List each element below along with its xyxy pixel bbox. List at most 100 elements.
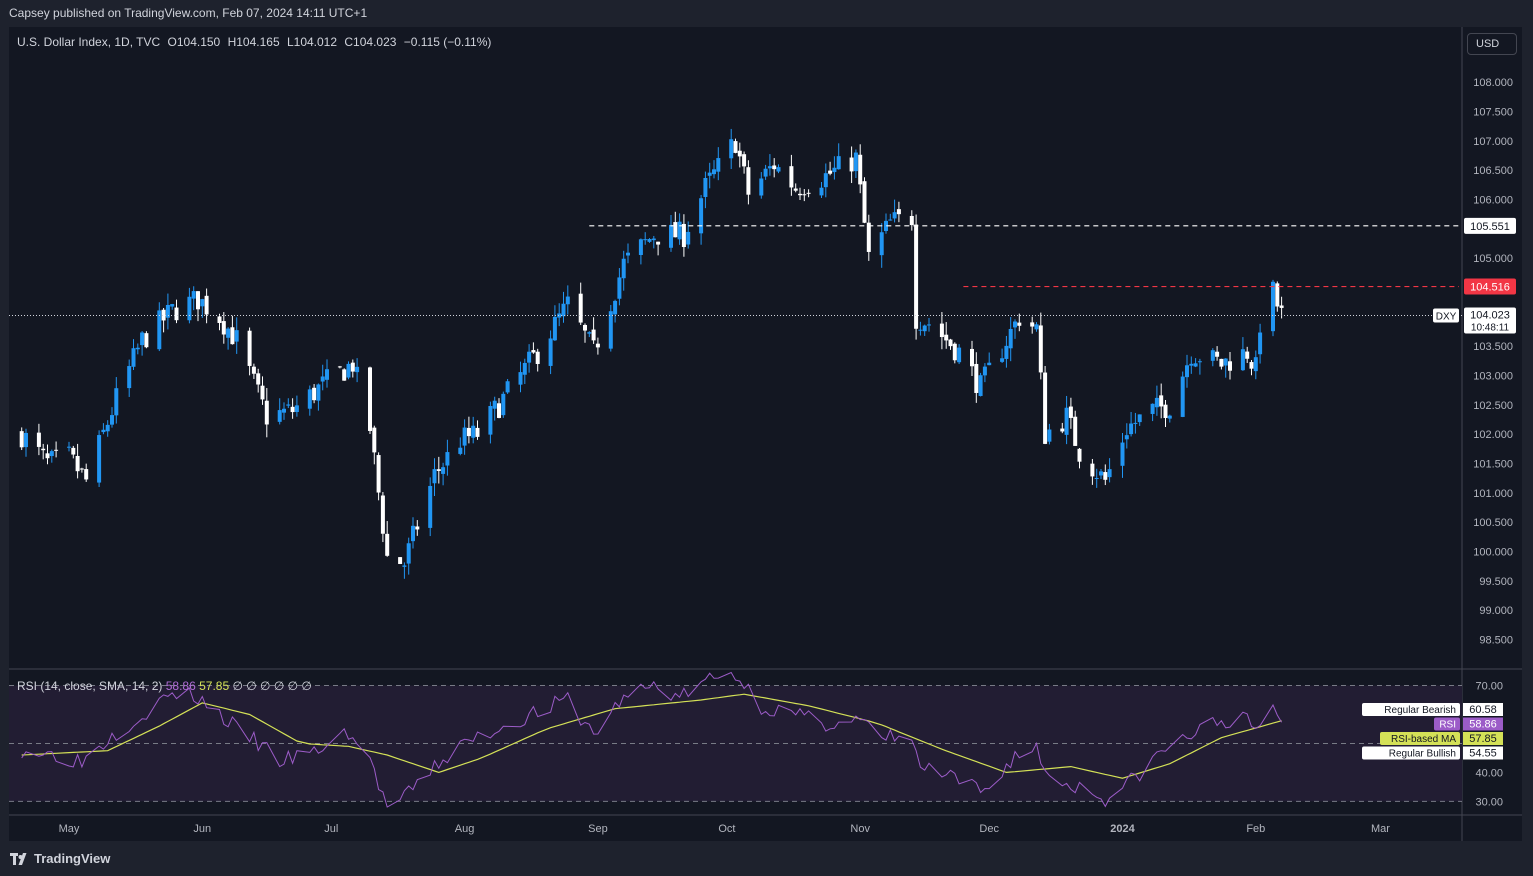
candle <box>789 154 794 196</box>
candle <box>1154 385 1159 416</box>
rsi-value: 58.86 <box>165 679 196 693</box>
candle-body <box>105 424 110 432</box>
candle-body <box>733 141 738 153</box>
candle-body <box>350 362 355 372</box>
candle <box>234 317 239 354</box>
footer-brand[interactable]: TradingView <box>10 851 110 866</box>
candle <box>677 213 682 245</box>
candle-body <box>1060 428 1065 432</box>
candle <box>987 352 992 366</box>
candle-body <box>1073 416 1078 446</box>
candle <box>127 359 132 397</box>
candle-body <box>737 150 742 157</box>
candle-body <box>144 333 149 348</box>
candle <box>944 322 949 349</box>
candle <box>806 189 811 198</box>
candle <box>591 317 596 344</box>
candle <box>282 402 286 420</box>
candle-body <box>19 431 24 448</box>
time-axis-tick: Feb <box>1246 823 1265 835</box>
candle <box>978 372 983 397</box>
candle <box>587 331 592 338</box>
chart-canvas[interactable]: 108.000 107.500 107.000 106.500 106.000 105.0… <box>9 27 1522 841</box>
candle <box>535 348 540 372</box>
candle <box>54 441 59 458</box>
candle-body <box>157 310 162 350</box>
rsi-title[interactable]: RSI (14, close, SMA, 14, 2) <box>17 679 163 693</box>
candle-body <box>1004 345 1009 359</box>
time-axis-tick: Sep <box>588 823 608 835</box>
candle-body <box>819 187 824 196</box>
candle <box>256 368 261 393</box>
candle <box>19 427 24 451</box>
candle <box>896 201 901 223</box>
candle <box>230 315 235 345</box>
candle <box>1228 351 1232 380</box>
candle <box>638 238 643 265</box>
candle-body <box>445 452 450 466</box>
candle <box>716 147 721 181</box>
symbol-title[interactable]: U.S. Dollar Index, 1D, TVC <box>17 35 161 49</box>
last-price-label: 104.023 <box>1470 309 1510 321</box>
candle <box>140 331 145 356</box>
candle <box>200 298 205 318</box>
candle <box>578 282 583 325</box>
candle-body <box>368 367 372 431</box>
candle-body <box>617 277 622 299</box>
candle-body <box>535 351 540 364</box>
candle <box>1034 322 1039 332</box>
candle <box>707 162 712 189</box>
footer-brand-label: TradingView <box>34 851 111 866</box>
candle <box>325 359 329 388</box>
candle-body <box>987 362 992 366</box>
candle <box>247 327 252 376</box>
rsi-line <box>21 671 1283 808</box>
chart-frame[interactable]: 108.000 107.500 107.000 106.500 106.000 105.0… <box>9 27 1522 841</box>
candle <box>518 361 523 393</box>
candle-body <box>110 415 114 425</box>
candle-body <box>114 388 119 416</box>
candle <box>862 177 867 224</box>
candle <box>948 338 953 350</box>
candle-body <box>656 241 661 245</box>
candle <box>1030 316 1035 334</box>
candle <box>1047 423 1052 445</box>
candle-body <box>1167 415 1172 419</box>
price-axis-tick: 99.500 <box>1479 576 1513 588</box>
candle <box>767 154 772 176</box>
candle <box>1000 348 1005 364</box>
candle-body <box>54 449 59 451</box>
candle-body <box>458 447 463 454</box>
candle-body <box>974 363 979 393</box>
candle <box>802 189 807 202</box>
candle <box>290 398 295 419</box>
candle-body <box>759 178 764 196</box>
candle <box>892 199 897 223</box>
candle-body <box>673 222 678 238</box>
time-axis-tick: 2024 <box>1110 823 1135 835</box>
published-caption: Capsey published on TradingView.com, Feb… <box>9 6 368 20</box>
time-axis-tick: Jun <box>193 823 211 835</box>
candle <box>1258 323 1263 364</box>
candle <box>1090 458 1095 485</box>
candle-body <box>862 181 867 223</box>
candle-body <box>1197 361 1202 363</box>
candle-body <box>372 427 377 453</box>
ohlc-high: H104.165 <box>227 35 280 49</box>
candle <box>1275 281 1280 312</box>
currency-button[interactable]: USD <box>1467 33 1517 55</box>
candle-body <box>67 446 71 448</box>
candle <box>1077 448 1082 469</box>
candle <box>84 463 89 482</box>
candle-body <box>49 451 54 457</box>
candle-body <box>909 215 914 226</box>
candle <box>1253 350 1258 380</box>
candle-body <box>978 375 983 396</box>
candle-body <box>226 328 231 338</box>
candles <box>19 128 1284 579</box>
candle <box>462 419 467 455</box>
candle <box>346 361 351 380</box>
candle <box>1013 319 1017 339</box>
candle <box>703 171 708 209</box>
rsi-ma-line <box>21 693 1282 779</box>
